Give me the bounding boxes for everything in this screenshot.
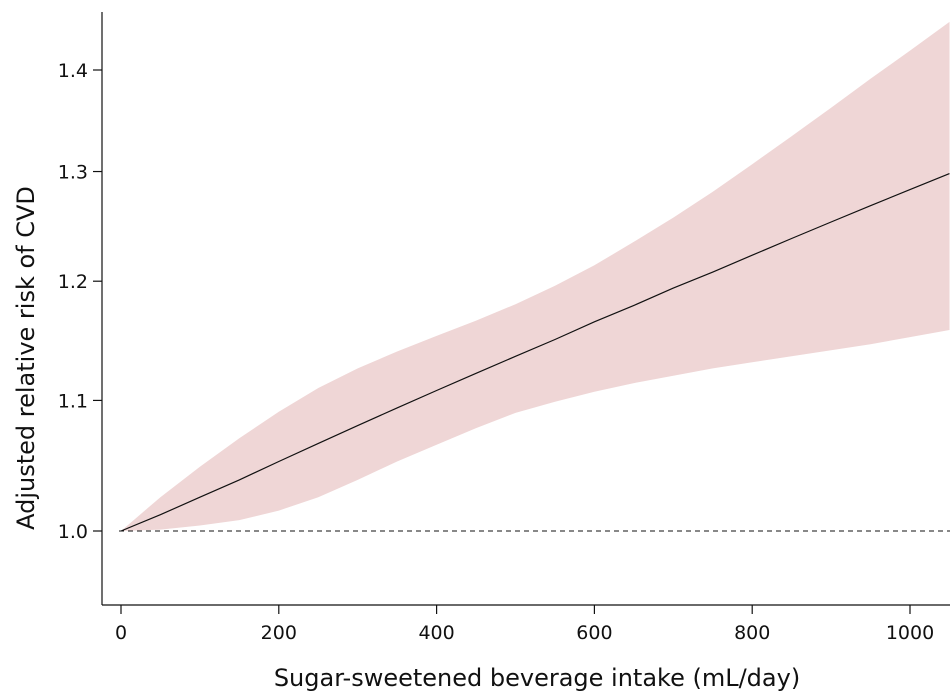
plot-area [119,21,950,532]
x-tick-label: 800 [734,622,770,644]
y-axis-title: Adjusted relative risk of CVD [12,186,40,530]
x-tick-label: 0 [115,622,127,644]
x-tick-label: 600 [576,622,612,644]
y-tick-label: 1.3 [58,162,88,184]
confidence-band [121,21,950,532]
x-tick-label: 400 [418,622,454,644]
y-tick-label: 1.1 [58,390,88,412]
y-tick-label: 1.4 [58,60,88,82]
x-tick-label: 200 [261,622,297,644]
x-tick-label: 1000 [886,622,934,644]
x-axis-title: Sugar-sweetened beverage intake (mL/day) [274,664,800,692]
estimate-line [120,173,950,532]
axes: 0 200 400 600 800 1000 1.0 1.1 1.2 1.3 1.4 [58,12,950,644]
y-tick-label: 1.0 [58,521,88,543]
y-tick-label: 1.2 [58,271,88,293]
